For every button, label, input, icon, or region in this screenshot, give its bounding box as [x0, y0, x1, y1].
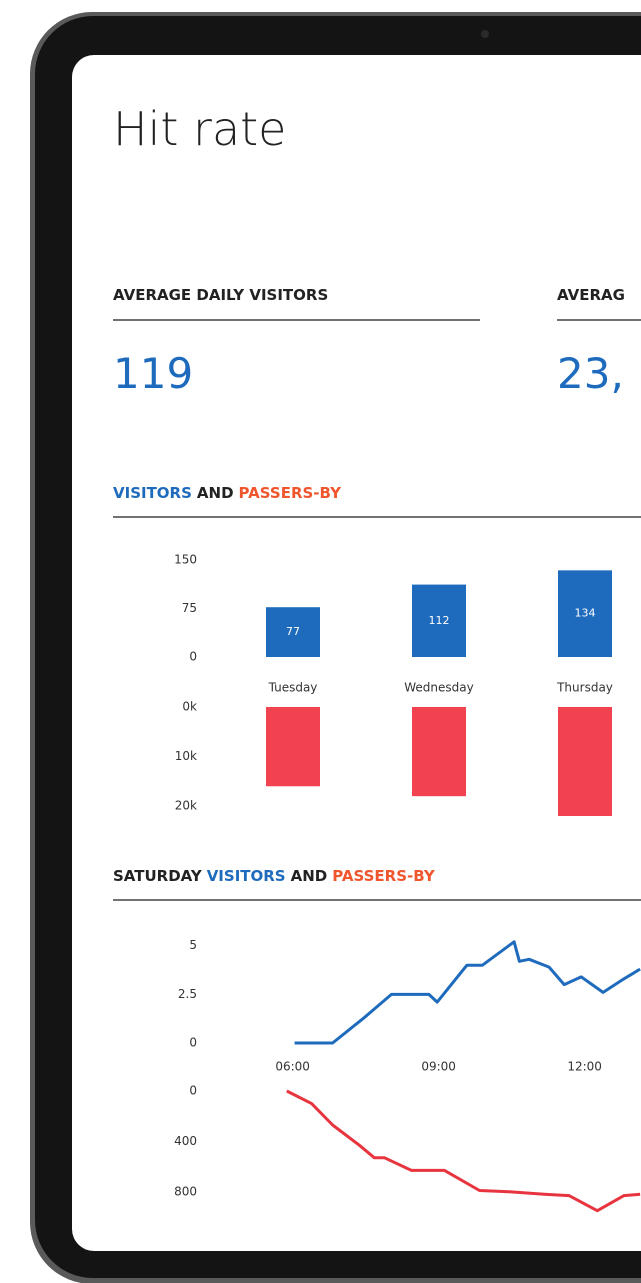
title-part: PASSERS-BY: [332, 867, 436, 885]
x-tick-label: 09:00: [421, 1060, 456, 1074]
kpi-value: 23,: [557, 349, 624, 398]
x-tick-label: Wednesday: [404, 681, 473, 695]
title-part: VISITORS: [113, 484, 192, 502]
kpi-value: 119: [113, 349, 193, 398]
kpi-label: AVERAGE DAILY VISITORS: [113, 286, 328, 304]
y2-tick-label: 10k: [175, 749, 197, 763]
x-tick-label: Tuesday: [268, 681, 318, 695]
bar: [266, 707, 320, 787]
y2-tick-label: 0k: [182, 700, 197, 714]
line-series: [286, 1089, 641, 1213]
bar: [558, 570, 612, 657]
page-title: Hit rate: [113, 102, 286, 156]
x-tick-label: Thursday: [556, 681, 613, 695]
y-tick-label: 0: [189, 1036, 197, 1050]
y-tick-label: 5: [189, 938, 197, 952]
bar: [412, 707, 466, 797]
bar: [412, 584, 466, 657]
title-part: SATURDAY: [113, 867, 203, 885]
x-tick-label: 06:00: [275, 1060, 310, 1074]
line-series: [294, 940, 641, 1045]
x-tick-label: 12:00: [567, 1060, 602, 1074]
title-part: AND: [197, 484, 234, 502]
y-tick-label: 75: [182, 601, 197, 615]
title-part: PASSERS-BY: [239, 484, 343, 502]
y-tick-label: 150: [174, 553, 197, 567]
camera: [481, 30, 489, 38]
kpi-label: AVERAG: [557, 286, 625, 304]
bar-value-label: 134: [575, 607, 596, 620]
dashboard: Hit rate AVERAGE DAILY VISITORS 119 AVER…: [113, 102, 641, 1213]
screen: [72, 55, 641, 1251]
y2-tick-label: 20k: [175, 799, 197, 813]
y-tick-label: 0: [189, 650, 197, 664]
y2-tick-label: 0: [189, 1084, 197, 1098]
bar-value-label: 112: [429, 614, 450, 627]
chart-title: SATURDAY VISITORS AND PASSERS-BY: [113, 867, 436, 885]
title-part: VISITORS: [207, 867, 286, 885]
title-part: AND: [291, 867, 328, 885]
y2-tick-label: 800: [174, 1184, 197, 1198]
bar: [266, 607, 320, 657]
chart-title: VISITORS AND PASSERS-BY: [113, 484, 342, 502]
bar-value-label: 77: [286, 625, 300, 638]
bar: [558, 707, 612, 816]
y2-tick-label: 400: [174, 1134, 197, 1148]
y-tick-label: 2.5: [178, 987, 197, 1001]
